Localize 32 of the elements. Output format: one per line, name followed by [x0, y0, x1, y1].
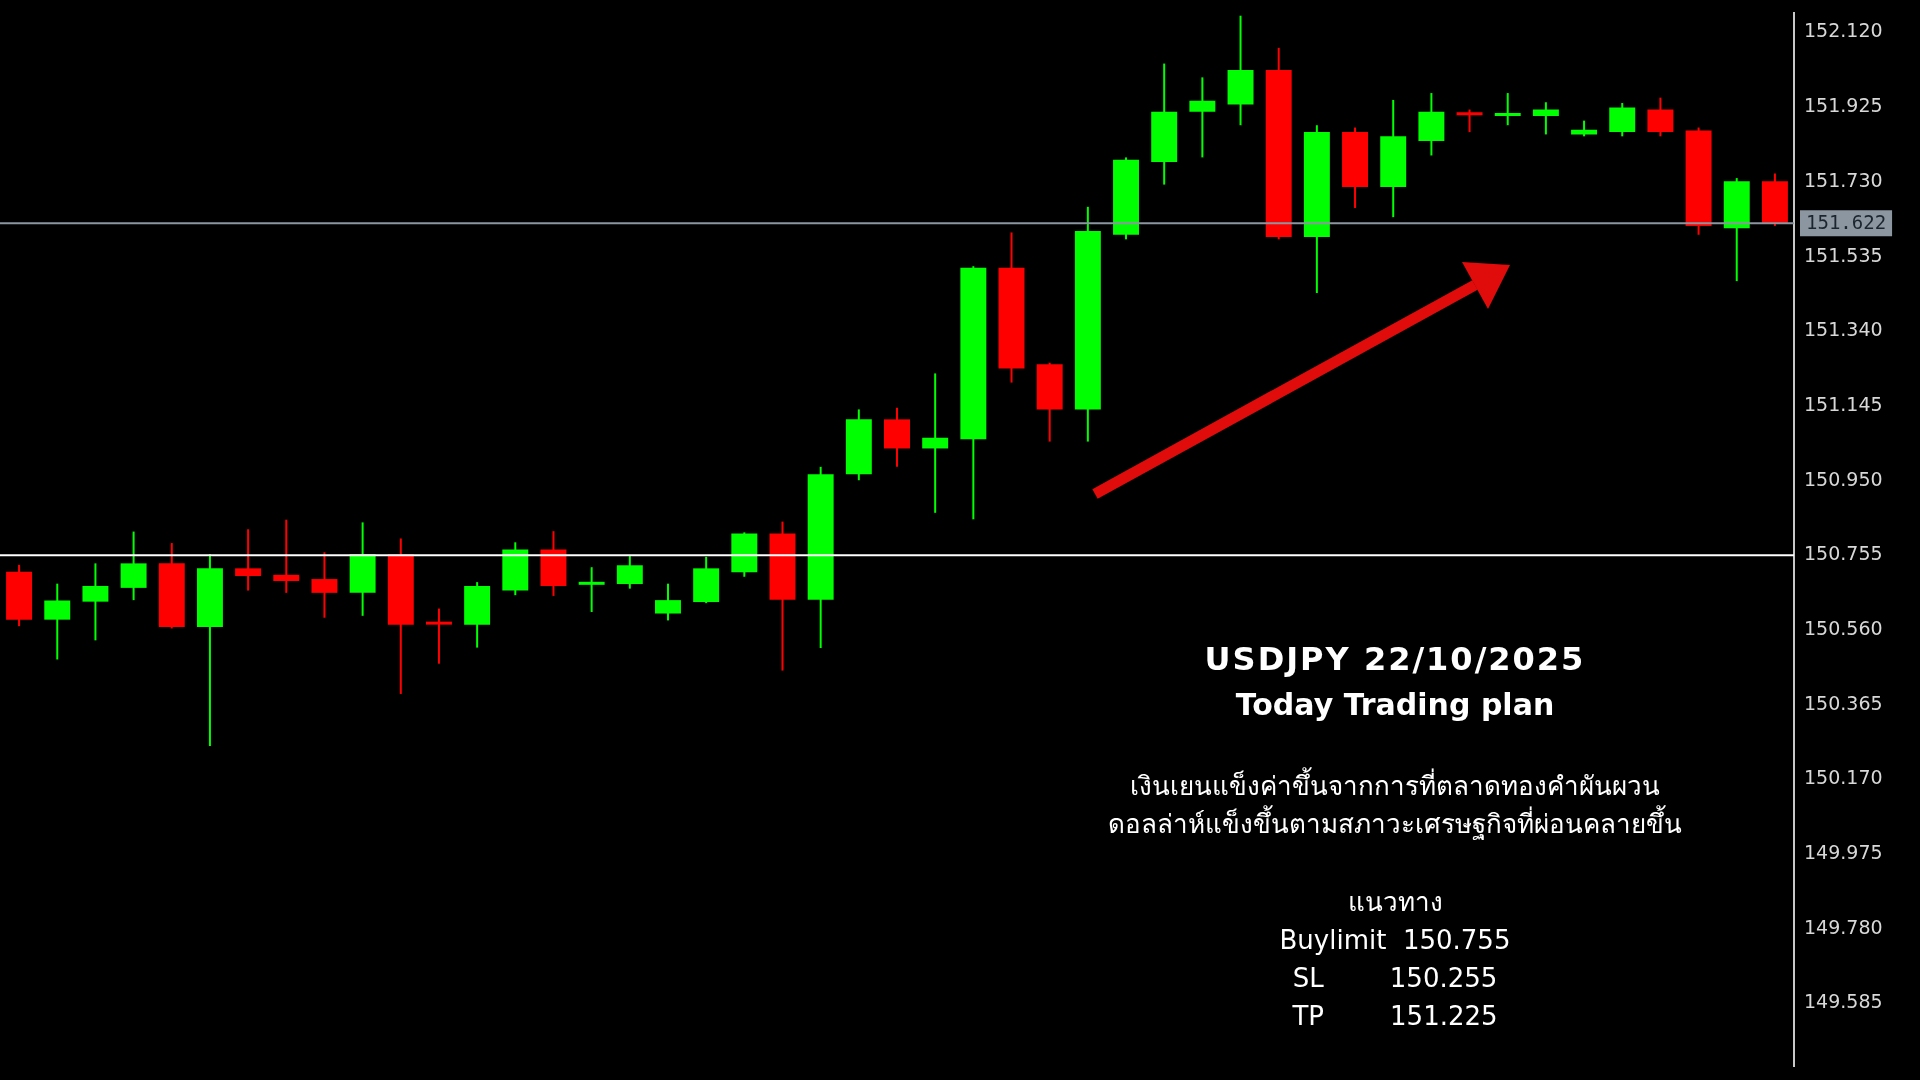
candlestick — [1494, 92, 1521, 127]
candlestick — [235, 528, 262, 592]
y-tick-label: 150.365 — [1804, 691, 1883, 714]
y-tick-label: 149.975 — [1804, 840, 1883, 863]
candlestick — [1189, 76, 1216, 159]
y-tick-label: 151.730 — [1804, 168, 1883, 191]
y-tick-label: 150.950 — [1804, 467, 1883, 490]
y-tick-label: 151.145 — [1804, 392, 1883, 415]
ref-line-label: 151.622 — [1806, 211, 1887, 234]
y-tick-label: 149.585 — [1804, 990, 1883, 1013]
candlestick — [922, 372, 949, 514]
annotation: Today Trading plan — [1234, 686, 1556, 724]
candlestick — [1532, 101, 1559, 136]
annotation: SL 150.255 — [1291, 962, 1499, 995]
annotation: เงินเยนแข็งค่าขึ้นจากการที่ตลาดทองคำผันผวน — [1129, 767, 1661, 803]
annotation: Buylimit 150.755 — [1278, 924, 1512, 957]
y-tick-label: 151.340 — [1804, 318, 1883, 341]
candlestick — [425, 607, 452, 665]
y-tick-label: 152.120 — [1804, 19, 1883, 42]
candlestick — [1456, 108, 1483, 134]
candlestick — [273, 518, 300, 594]
annotation: แนวทาง — [1346, 886, 1444, 919]
y-tick-label: 149.780 — [1804, 915, 1883, 938]
y-tick-label: 150.170 — [1804, 766, 1883, 789]
y-tick-label: 151.925 — [1804, 94, 1883, 117]
y-tick-label: 150.755 — [1804, 542, 1883, 565]
y-tick-label: 151.535 — [1804, 243, 1883, 266]
annotation: TP 151.225 — [1291, 1000, 1499, 1033]
annotation: ดอลล่าห์แข็งขึ้นตามสภาวะเศรษฐกิจที่ผ่อนคลายขึ้น — [1107, 805, 1683, 842]
y-tick-label: 150.560 — [1804, 616, 1883, 639]
candlestick — [578, 566, 605, 613]
annotation: USDJPY 22/10/2025 — [1203, 639, 1587, 680]
